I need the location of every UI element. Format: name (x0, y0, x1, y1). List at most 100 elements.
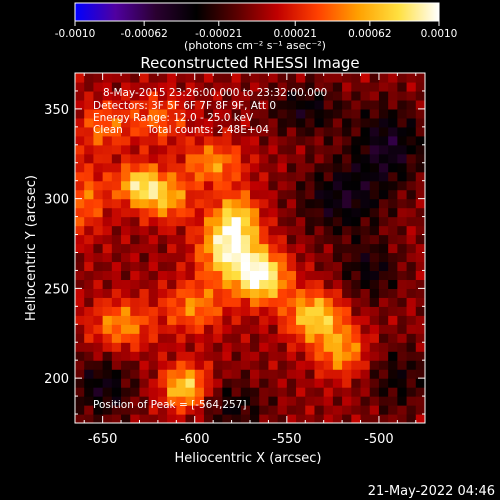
heatmap-cell (111, 207, 122, 218)
heatmap-cell (296, 414, 306, 423)
heatmap-cell (305, 225, 316, 236)
heatmap-cell (415, 234, 425, 245)
heatmap-cell (397, 288, 408, 298)
heatmap-cell (185, 378, 196, 388)
heatmap-cell (213, 414, 223, 423)
heatmap-cell (139, 360, 150, 370)
heatmap-cell (148, 225, 159, 236)
heatmap-cell (157, 90, 168, 101)
heatmap-cell (415, 378, 425, 388)
heatmap-cell (323, 378, 334, 388)
heatmap-cell (167, 378, 177, 388)
heatmap-cell (250, 369, 260, 379)
heatmap-cell (369, 189, 380, 200)
heatmap-cell (378, 189, 389, 200)
heatmap-cell (305, 171, 316, 182)
heatmap-cell (406, 189, 417, 200)
heatmap-cell (268, 144, 279, 155)
heatmap-cell (84, 81, 95, 92)
heatmap-cell (406, 405, 417, 415)
heatmap-cell (351, 315, 362, 325)
heatmap-cell (121, 90, 131, 101)
heatmap-cell (93, 225, 104, 236)
heatmap-cell (314, 306, 325, 316)
heatmap-cell (75, 81, 85, 92)
heatmap-cell (305, 252, 316, 263)
heatmap-cell (231, 306, 242, 316)
heatmap-cell (378, 162, 389, 173)
heatmap-cell (277, 180, 288, 191)
heatmap-cell (102, 378, 113, 388)
heatmap-cell (388, 135, 398, 146)
heatmap-cell (250, 342, 260, 352)
heatmap-cell (305, 360, 316, 370)
heatmap-cell (286, 126, 297, 137)
heatmap-cell (75, 108, 85, 119)
heatmap-cell (323, 297, 334, 307)
heatmap-cell (323, 414, 334, 423)
heatmap-cell (84, 144, 95, 155)
heatmap-cell (222, 378, 233, 388)
heatmap-cell (342, 396, 352, 406)
heatmap-cell (342, 261, 352, 272)
heatmap-cell (203, 234, 214, 245)
heatmap-cell (93, 73, 104, 83)
heatmap-cell (84, 396, 95, 406)
heatmap-cell (277, 288, 288, 298)
heatmap-cell (342, 99, 352, 110)
heatmap-cell (360, 324, 371, 334)
heatmap-cell (277, 216, 288, 227)
heatmap-cell (351, 225, 362, 236)
heatmap-cell (286, 270, 297, 281)
heatmap-cell (268, 171, 279, 182)
heatmap-cell (139, 189, 150, 200)
heatmap-cell (323, 216, 334, 227)
heatmap-cell (369, 126, 380, 137)
heatmap-cell (397, 360, 408, 370)
heatmap-cell (296, 81, 306, 92)
heatmap-cell (121, 180, 131, 191)
heatmap-cell (415, 90, 425, 101)
heatmap-cell (332, 369, 343, 379)
heatmap-cell (148, 333, 159, 343)
heatmap-cell (305, 81, 316, 92)
heatmap-cell (277, 252, 288, 263)
heatmap-cell (351, 288, 362, 298)
heatmap-cell (296, 306, 306, 316)
heatmap-cell (213, 153, 223, 164)
heatmap-cell (388, 225, 398, 236)
heatmap-cell (148, 351, 159, 361)
heatmap-cell (102, 243, 113, 254)
heatmap-cell (121, 144, 131, 155)
heatmap-cell (388, 81, 398, 92)
heatmap-cell (332, 234, 343, 245)
heatmap-cell (75, 378, 85, 388)
heatmap-cell (102, 333, 113, 343)
heatmap-cell (203, 171, 214, 182)
heatmap-cell (84, 333, 95, 343)
annotation-energy-range: Energy Range: 12.0 - 25.0 keV (93, 112, 254, 124)
heatmap-cell (111, 342, 122, 352)
heatmap-cell (286, 90, 297, 101)
heatmap-cell (111, 73, 122, 83)
heatmap-cell (286, 369, 297, 379)
heatmap-cell (222, 117, 233, 128)
heatmap-cell (185, 369, 196, 379)
heatmap-cell (296, 189, 306, 200)
heatmap-cell (314, 288, 325, 298)
heatmap-cell (397, 252, 408, 263)
heatmap-cell (406, 342, 417, 352)
heatmap-cell (240, 90, 251, 101)
heatmap-cell (194, 297, 205, 307)
heatmap-cell (286, 261, 297, 272)
heatmap-cell (305, 324, 316, 334)
heatmap-cell (194, 234, 205, 245)
heatmap-cell (296, 216, 306, 227)
heatmap-cell (277, 270, 288, 281)
heatmap-cell (277, 297, 288, 307)
heatmap-cell (351, 207, 362, 218)
heatmap-cell (305, 288, 316, 298)
heatmap-cell (332, 73, 343, 83)
y-tick-label: 200 (44, 372, 69, 387)
heatmap-cell (157, 198, 168, 209)
